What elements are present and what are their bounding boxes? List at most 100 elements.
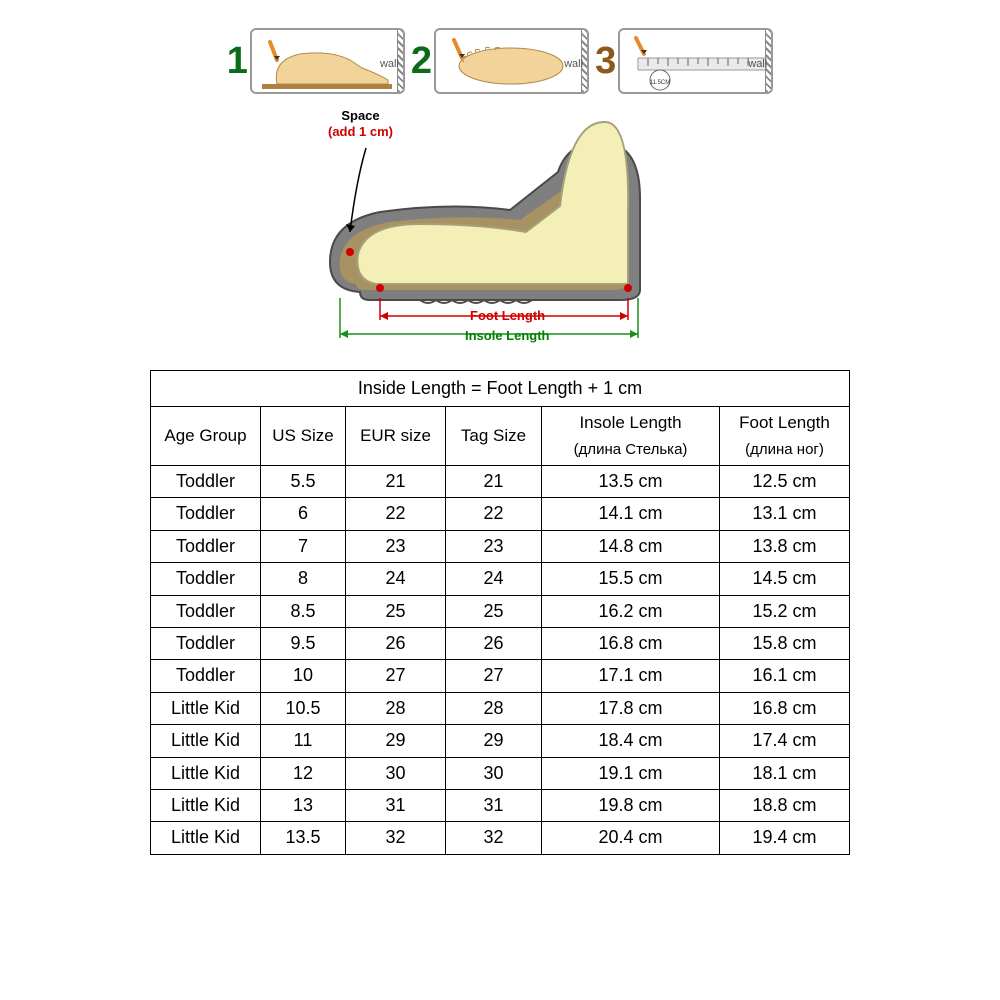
cell-us: 10: [261, 660, 346, 692]
cell-us: 13: [261, 789, 346, 821]
table-row: Toddler8242415.5 cm14.5 cm: [151, 563, 850, 595]
cell-insole: 19.1 cm: [542, 757, 720, 789]
cell-age: Toddler: [151, 465, 261, 497]
cell-eur: 26: [346, 627, 446, 659]
cell-eur: 28: [346, 692, 446, 724]
size-chart-table: Inside Length = Foot Length + 1 cm Age G…: [150, 370, 850, 855]
cell-foot: 15.2 cm: [720, 595, 850, 627]
cell-insole: 16.8 cm: [542, 627, 720, 659]
cell-insole: 20.4 cm: [542, 822, 720, 854]
cell-age: Toddler: [151, 530, 261, 562]
table-row: Toddler5.5212113.5 cm12.5 cm: [151, 465, 850, 497]
cell-us: 5.5: [261, 465, 346, 497]
cell-age: Little Kid: [151, 692, 261, 724]
cell-age: Toddler: [151, 660, 261, 692]
foot-length-label: Foot Length: [470, 308, 545, 323]
table-row: Little Kid10.5282817.8 cm16.8 cm: [151, 692, 850, 724]
cell-age: Toddler: [151, 595, 261, 627]
hdr-foot: Foot Length (длина ног): [720, 407, 850, 466]
cell-tag: 29: [446, 725, 542, 757]
cell-foot: 19.4 cm: [720, 822, 850, 854]
hdr-insole: Insole Length (длина Стелька): [542, 407, 720, 466]
step-3: 3 11.5CM wall: [595, 28, 773, 94]
cell-foot: 13.1 cm: [720, 498, 850, 530]
insole-length-label: Insole Length: [465, 328, 550, 343]
cell-us: 6: [261, 498, 346, 530]
cell-tag: 24: [446, 563, 542, 595]
cell-us: 8: [261, 563, 346, 595]
cell-foot: 12.5 cm: [720, 465, 850, 497]
cell-tag: 27: [446, 660, 542, 692]
cell-us: 7: [261, 530, 346, 562]
cell-foot: 18.8 cm: [720, 789, 850, 821]
table-row: Toddler10272717.1 cm16.1 cm: [151, 660, 850, 692]
cell-insole: 16.2 cm: [542, 595, 720, 627]
cell-tag: 30: [446, 757, 542, 789]
cell-us: 9.5: [261, 627, 346, 659]
shoe-diagram: Space (add 1 cm) Foot Length Insole Leng…: [310, 102, 690, 352]
cell-tag: 23: [446, 530, 542, 562]
cell-tag: 22: [446, 498, 542, 530]
cell-insole: 19.8 cm: [542, 789, 720, 821]
cell-insole: 15.5 cm: [542, 563, 720, 595]
table-header-row: Age Group US Size EUR size Tag Size Inso…: [151, 407, 850, 466]
cell-eur: 32: [346, 822, 446, 854]
cell-eur: 25: [346, 595, 446, 627]
cell-tag: 26: [446, 627, 542, 659]
cell-foot: 17.4 cm: [720, 725, 850, 757]
table-row: Toddler7232314.8 cm13.8 cm: [151, 530, 850, 562]
cell-us: 12: [261, 757, 346, 789]
cell-foot: 15.8 cm: [720, 627, 850, 659]
space-label: Space (add 1 cm): [328, 108, 393, 139]
hdr-us: US Size: [261, 407, 346, 466]
cell-insole: 17.1 cm: [542, 660, 720, 692]
cell-eur: 30: [346, 757, 446, 789]
cell-insole: 13.5 cm: [542, 465, 720, 497]
step-1: 1 wall: [227, 28, 405, 94]
cell-foot: 16.8 cm: [720, 692, 850, 724]
cell-eur: 27: [346, 660, 446, 692]
step-number: 1: [227, 40, 248, 83]
cell-us: 10.5: [261, 692, 346, 724]
cell-age: Little Kid: [151, 757, 261, 789]
table-row: Little Kid13.5323220.4 cm19.4 cm: [151, 822, 850, 854]
hdr-age: Age Group: [151, 407, 261, 466]
cell-us: 8.5: [261, 595, 346, 627]
cell-eur: 22: [346, 498, 446, 530]
table-row: Little Kid11292918.4 cm17.4 cm: [151, 725, 850, 757]
cell-us: 11: [261, 725, 346, 757]
cell-eur: 29: [346, 725, 446, 757]
cell-foot: 16.1 cm: [720, 660, 850, 692]
cell-age: Little Kid: [151, 822, 261, 854]
step-number: 3: [595, 40, 616, 83]
cell-insole: 18.4 cm: [542, 725, 720, 757]
cell-us: 13.5: [261, 822, 346, 854]
cell-eur: 24: [346, 563, 446, 595]
cell-age: Toddler: [151, 498, 261, 530]
cell-tag: 25: [446, 595, 542, 627]
ruler-value: 11.5CM: [650, 80, 671, 86]
step-number: 2: [411, 40, 432, 83]
cell-age: Little Kid: [151, 725, 261, 757]
cell-insole: 17.8 cm: [542, 692, 720, 724]
table-row: Toddler8.5252516.2 cm15.2 cm: [151, 595, 850, 627]
hdr-tag: Tag Size: [446, 407, 542, 466]
cell-tag: 32: [446, 822, 542, 854]
step-2: 2 wall: [411, 28, 589, 94]
table-row: Little Kid12303019.1 cm18.1 cm: [151, 757, 850, 789]
table-row: Little Kid13313119.8 cm18.8 cm: [151, 789, 850, 821]
table-title-row: Inside Length = Foot Length + 1 cm: [151, 371, 850, 407]
cell-eur: 21: [346, 465, 446, 497]
hdr-eur: EUR size: [346, 407, 446, 466]
cell-foot: 13.8 cm: [720, 530, 850, 562]
step-illustration: wall: [250, 28, 405, 94]
table-title: Inside Length = Foot Length + 1 cm: [151, 371, 850, 407]
cell-foot: 18.1 cm: [720, 757, 850, 789]
wall-label: wall: [564, 58, 583, 70]
wall-label: wall: [748, 58, 767, 70]
cell-age: Little Kid: [151, 789, 261, 821]
cell-insole: 14.1 cm: [542, 498, 720, 530]
cell-foot: 14.5 cm: [720, 563, 850, 595]
step-illustration: wall: [434, 28, 589, 94]
cell-tag: 21: [446, 465, 542, 497]
